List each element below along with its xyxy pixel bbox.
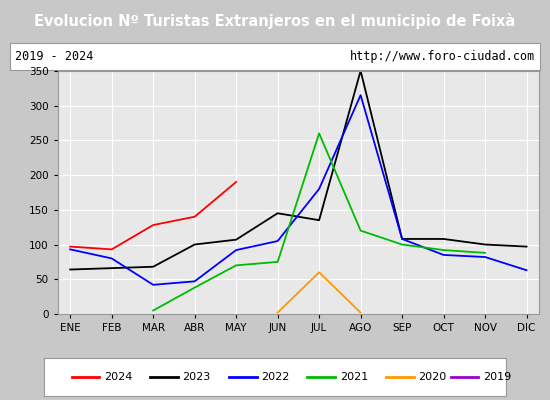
Text: 2020: 2020 [418, 372, 447, 382]
Text: 2024: 2024 [104, 372, 133, 382]
Text: Evolucion Nº Turistas Extranjeros en el municipio de Foixà: Evolucion Nº Turistas Extranjeros en el … [34, 13, 516, 29]
Text: 2021: 2021 [340, 372, 368, 382]
Text: 2023: 2023 [183, 372, 211, 382]
Text: http://www.foro-ciudad.com: http://www.foro-ciudad.com [350, 50, 535, 63]
Text: 2019 - 2024: 2019 - 2024 [15, 50, 94, 63]
Text: 2019: 2019 [483, 372, 511, 382]
Text: 2022: 2022 [261, 372, 289, 382]
